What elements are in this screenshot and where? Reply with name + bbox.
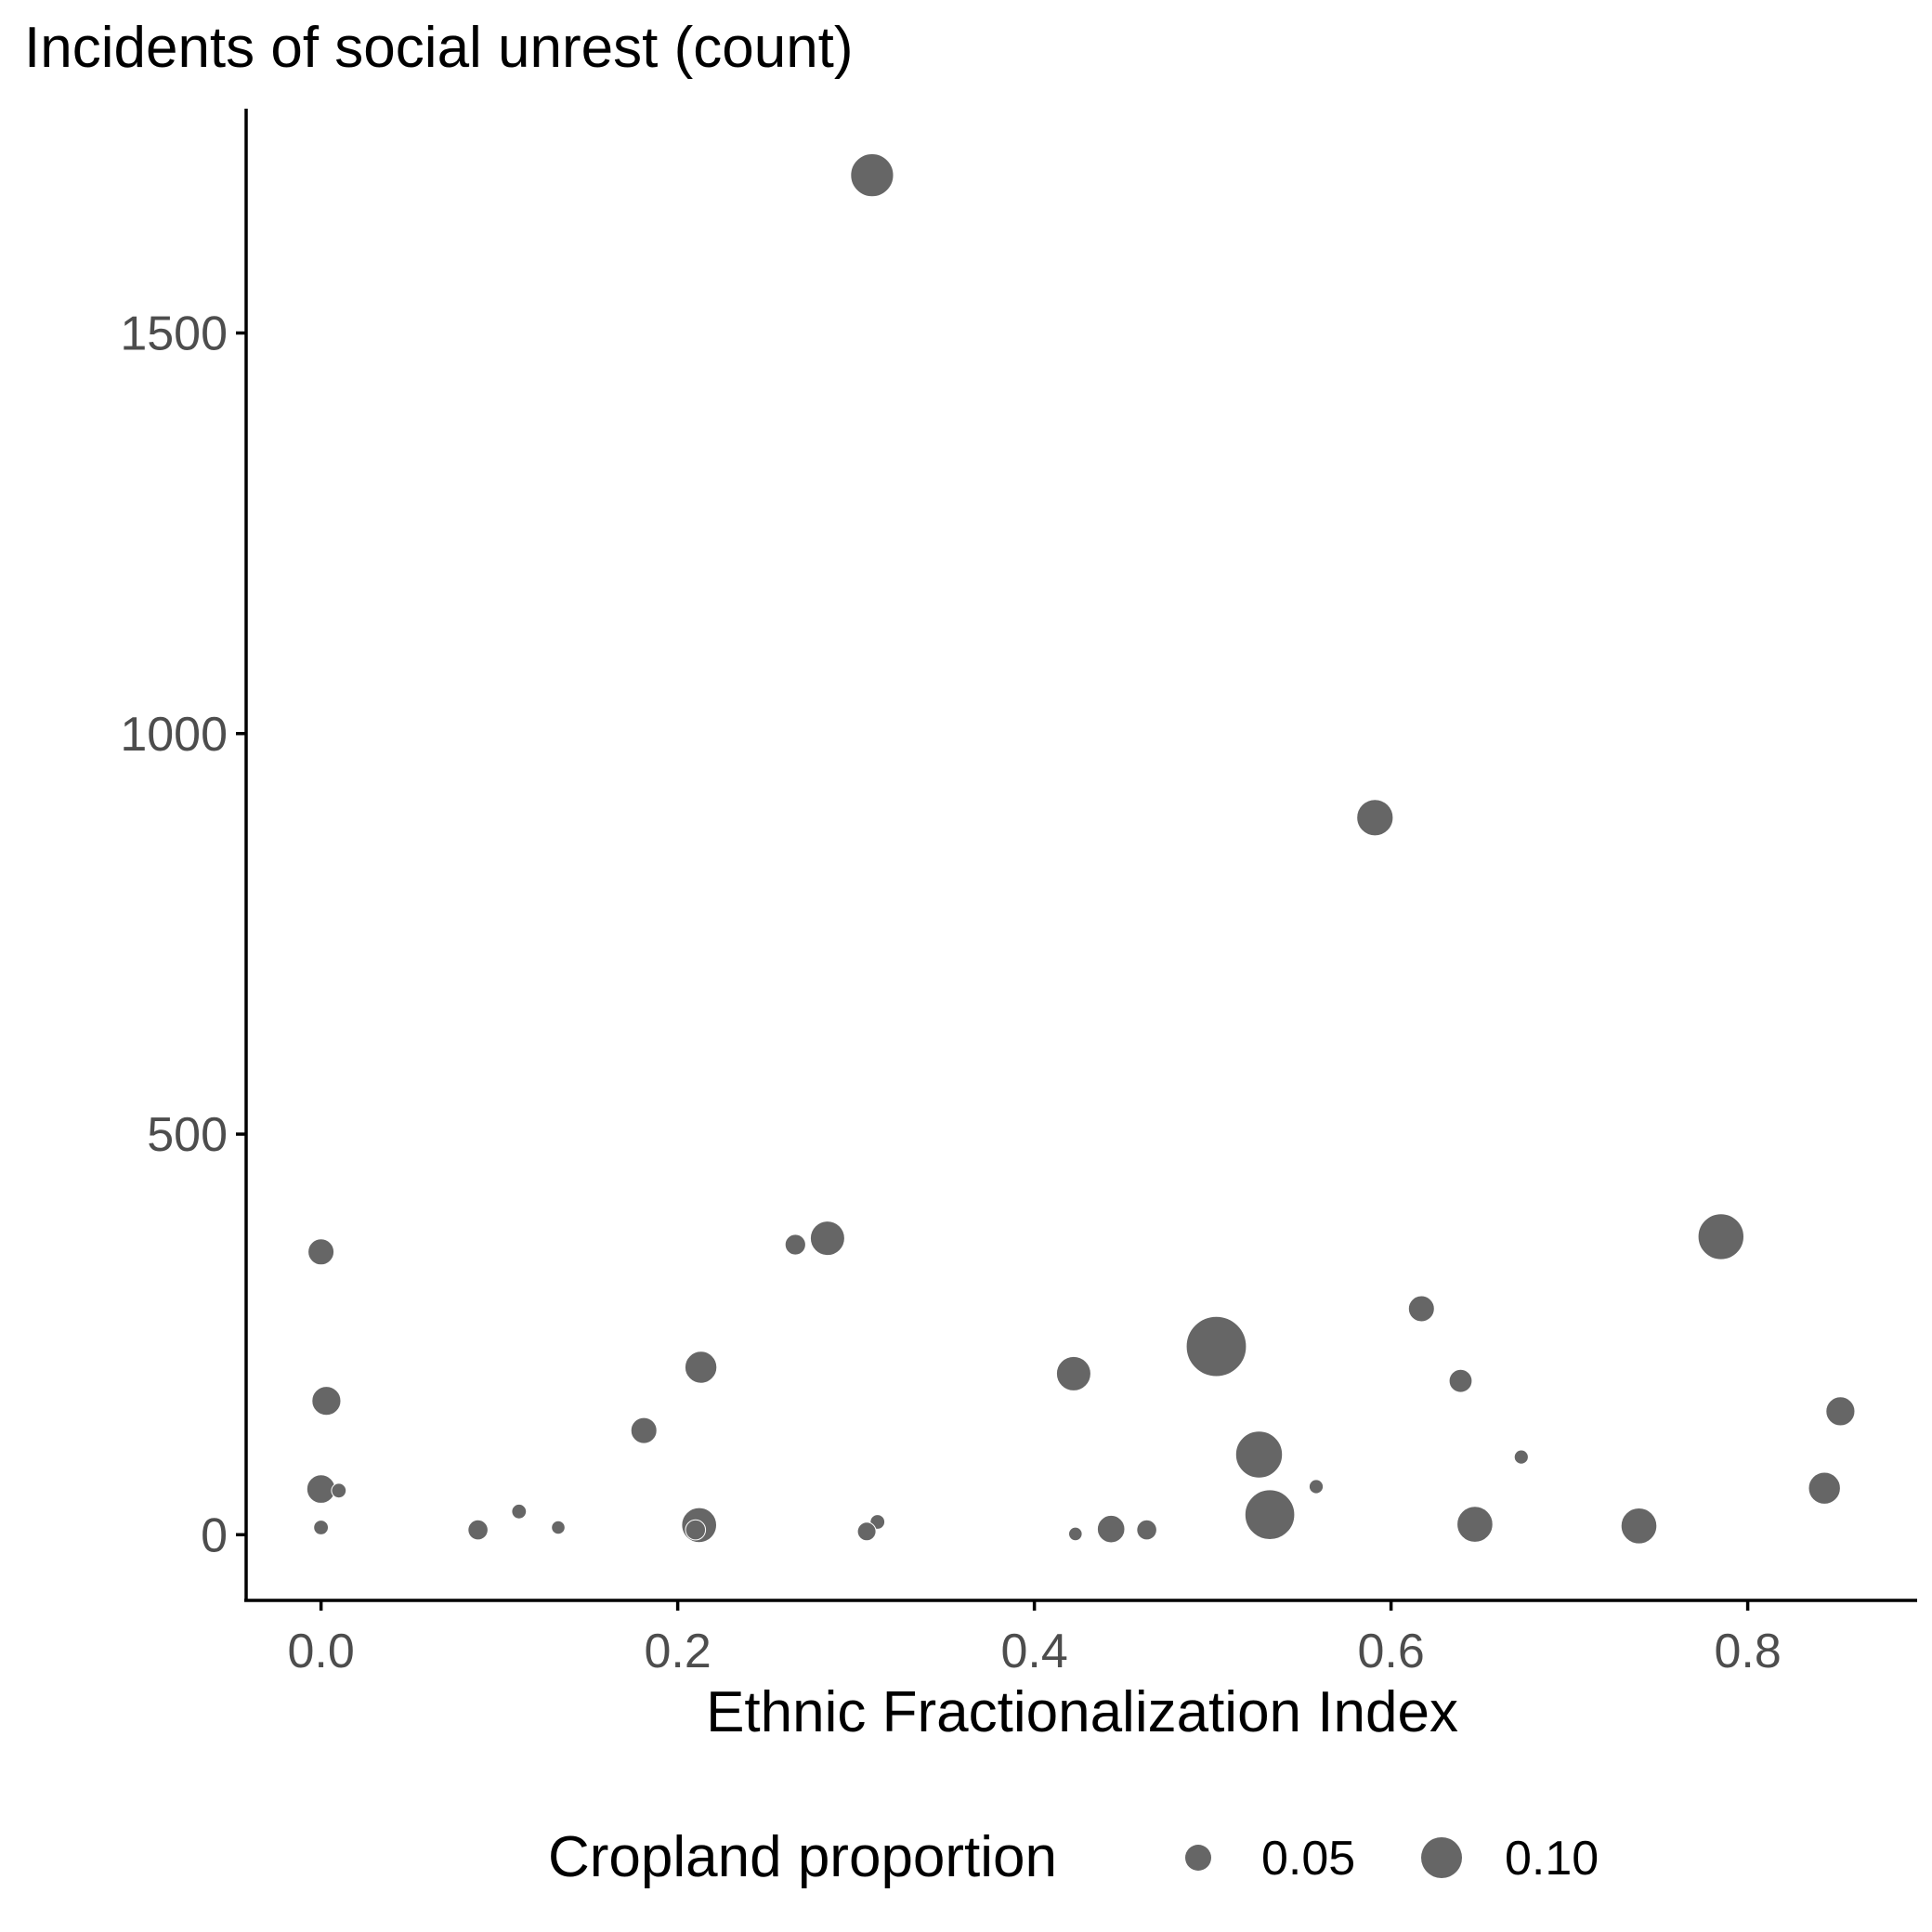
x-tick-label-4: 0.8 bbox=[1714, 1625, 1781, 1678]
x-axis-ticks: 0.0 0.2 0.4 0.6 0.8 bbox=[287, 1600, 1782, 1678]
y-tick-label-3: 1500 bbox=[120, 307, 228, 361]
data-point-28 bbox=[467, 1519, 489, 1541]
data-point-8 bbox=[684, 1351, 718, 1384]
data-point-12 bbox=[1825, 1396, 1856, 1427]
data-point-27 bbox=[551, 1520, 566, 1535]
x-tick-label-3: 0.6 bbox=[1357, 1625, 1424, 1678]
y-tick-label-1: 500 bbox=[147, 1108, 228, 1162]
data-point-7 bbox=[1185, 1315, 1247, 1377]
data-point-10 bbox=[1448, 1368, 1473, 1393]
x-axis-title: Ethnic Fractionalization Index bbox=[706, 1680, 1458, 1744]
legend-label-0: 0.05 bbox=[1261, 1832, 1355, 1886]
data-point-30 bbox=[856, 1521, 877, 1542]
y-tick-label-2: 1000 bbox=[120, 708, 228, 762]
x-tick-label-1: 0.2 bbox=[644, 1625, 711, 1678]
data-point-31 bbox=[1096, 1514, 1126, 1544]
data-point-18 bbox=[1308, 1479, 1325, 1495]
data-point-19 bbox=[1808, 1471, 1841, 1505]
data-point-25 bbox=[1620, 1508, 1658, 1545]
data-point-3 bbox=[784, 1234, 806, 1256]
data-point-15 bbox=[1513, 1449, 1529, 1465]
data-point-26 bbox=[313, 1520, 330, 1535]
legend-key-1 bbox=[1421, 1837, 1462, 1878]
size-legend: Cropland proportion 0.05 0.10 bbox=[548, 1825, 1599, 1889]
y-tick-label-0: 0 bbox=[201, 1508, 228, 1562]
data-point-20 bbox=[511, 1503, 528, 1520]
data-point-5 bbox=[1697, 1213, 1745, 1260]
data-point-16 bbox=[306, 1474, 336, 1504]
data-point-17 bbox=[331, 1482, 347, 1499]
y-axis-ticks: 0 500 1000 1500 bbox=[120, 307, 246, 1562]
data-point-14 bbox=[1234, 1430, 1284, 1479]
data-point-9 bbox=[1055, 1355, 1091, 1391]
data-point-32 bbox=[1136, 1519, 1157, 1541]
legend-key-0 bbox=[1185, 1845, 1211, 1871]
data-point-0 bbox=[850, 153, 894, 198]
x-tick-label-2: 0.4 bbox=[1000, 1625, 1067, 1678]
data-point-33 bbox=[1068, 1526, 1083, 1542]
data-point-1 bbox=[1356, 799, 1394, 837]
data-point-6 bbox=[1407, 1295, 1435, 1323]
plot-area: 0 500 1000 1500 0.0 0.2 0.4 0.6 0.8 bbox=[120, 109, 1917, 1678]
legend-label-1: 0.10 bbox=[1505, 1832, 1599, 1886]
data-point-24 bbox=[1456, 1506, 1494, 1543]
legend-title: Cropland proportion bbox=[548, 1825, 1057, 1889]
data-point-4 bbox=[809, 1221, 845, 1257]
x-tick-label-0: 0.0 bbox=[287, 1625, 354, 1678]
chart-title: Incidents of social unrest (count) bbox=[24, 16, 854, 80]
data-point-11 bbox=[311, 1386, 342, 1416]
points-layer bbox=[306, 153, 1856, 1545]
data-point-2 bbox=[307, 1238, 335, 1266]
legend-entries: 0.05 0.10 bbox=[1185, 1832, 1599, 1886]
data-point-29 bbox=[685, 1519, 707, 1541]
data-point-21 bbox=[1244, 1489, 1296, 1540]
data-point-13 bbox=[630, 1416, 658, 1444]
